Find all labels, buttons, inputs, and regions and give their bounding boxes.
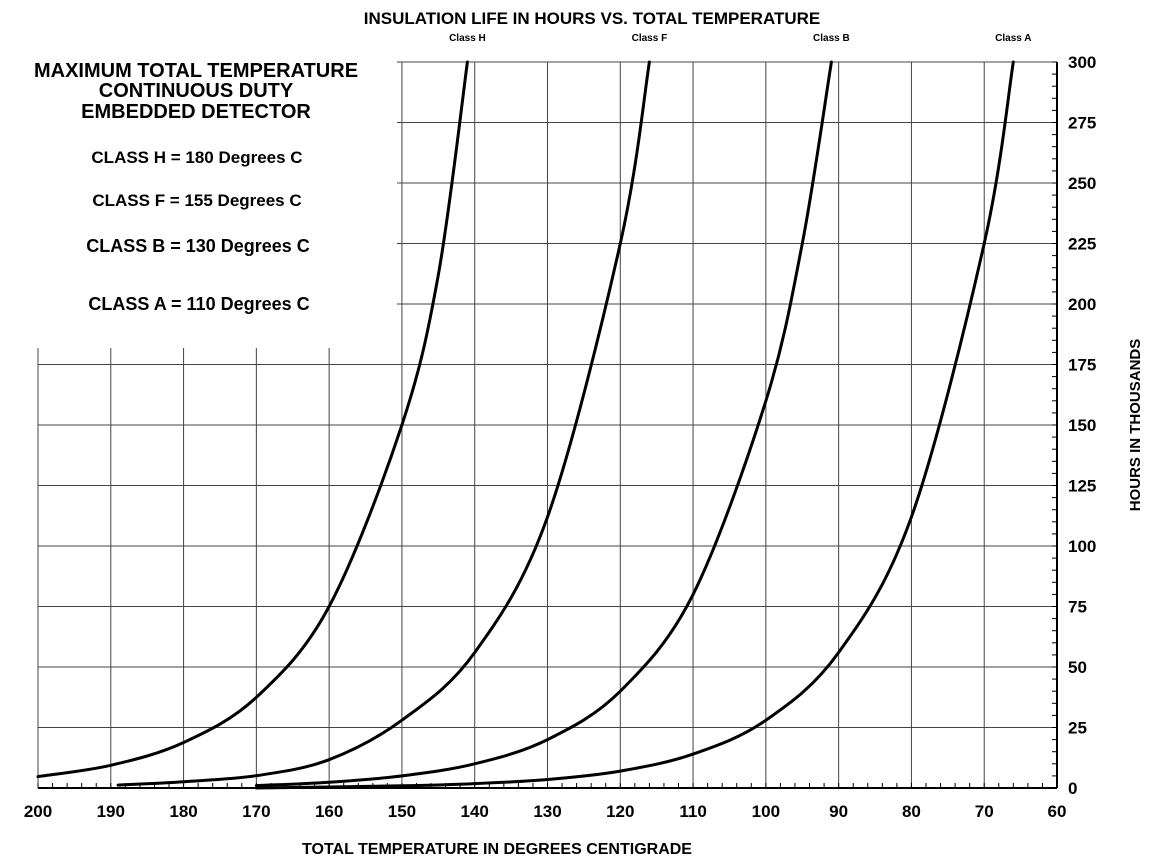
series-line	[36, 60, 469, 779]
y-tick-label: 250	[1068, 174, 1096, 193]
y-tick-label: 175	[1068, 356, 1096, 375]
x-tick-label: 60	[1048, 802, 1067, 821]
legend-heading-line-1: MAXIMUM TOTAL TEMPERATURE	[34, 60, 358, 82]
y-tick-label: 50	[1068, 658, 1087, 677]
series-labels: Class H Class F Class B Class A	[449, 33, 1031, 44]
x-tick-label: 180	[169, 802, 197, 821]
x-tick-label: 150	[388, 802, 416, 821]
legend-heading-line-2: CONTINUOUS DUTY	[99, 80, 294, 102]
y-tick-label: 0	[1068, 779, 1077, 798]
x-axis-label: TOTAL TEMPERATURE IN DEGREES CENTIGRADE	[302, 841, 692, 858]
legend-item-class-b: CLASS B = 130 Degrees C	[86, 236, 310, 256]
x-tick-label: 160	[315, 802, 343, 821]
y-tick-labels: 0 25 50 75 100 125 150 175 200 225 250 275 300	[1068, 53, 1096, 798]
chart-title: INSULATION LIFE IN HOURS VS. TOTAL TEMPE…	[364, 9, 821, 28]
y-tick-label: 100	[1068, 537, 1096, 556]
y-tick-label: 300	[1068, 53, 1096, 72]
x-tick-labels: 200 190 180 170 160 150 140 130 120 110 100 90 80 70 6…	[24, 802, 1067, 821]
series-label: Class A	[995, 33, 1031, 44]
series-line	[116, 60, 651, 787]
x-tick-label: 130	[533, 802, 561, 821]
y-tick-label: 150	[1068, 416, 1096, 435]
y-tick-label: 275	[1068, 114, 1096, 133]
x-tick-label: 110	[679, 802, 706, 821]
y-axis-label: HOURS IN THOUSANDS	[1127, 339, 1144, 512]
y-tick-label: 25	[1068, 719, 1087, 738]
tick-marks	[37, 61, 1058, 789]
legend-item-class-f: CLASS F = 155 Degrees C	[92, 191, 301, 210]
legend-note: MAXIMUM TOTAL TEMPERATURE CONTINUOUS DUT…	[34, 60, 358, 314]
x-tick-label: 100	[752, 802, 780, 821]
legend-item-class-h: CLASS H = 180 Degrees C	[91, 148, 302, 167]
x-tick-label: 70	[975, 802, 994, 821]
x-tick-label: 140	[461, 802, 489, 821]
legend-heading-line-3: EMBEDDED DETECTOR	[81, 101, 311, 123]
curves	[36, 60, 1015, 790]
x-tick-label: 190	[97, 802, 125, 821]
grid	[37, 61, 1058, 789]
y-tick-label: 225	[1068, 235, 1096, 254]
x-tick-label: 200	[24, 802, 52, 821]
x-tick-label: 120	[606, 802, 634, 821]
series-line	[254, 60, 833, 788]
legend-item-class-a: CLASS A = 110 Degrees C	[88, 294, 309, 314]
x-tick-label: 80	[902, 802, 921, 821]
y-tick-label: 125	[1068, 477, 1096, 496]
series-label: Class H	[449, 33, 486, 44]
series-line	[254, 60, 1015, 790]
y-tick-label: 75	[1068, 598, 1087, 617]
series-label: Class B	[813, 33, 850, 44]
series-label: Class F	[632, 33, 668, 44]
x-tick-label: 90	[829, 802, 848, 821]
x-tick-label: 170	[242, 802, 270, 821]
legend-note-background	[2, 52, 397, 348]
y-tick-label: 200	[1068, 295, 1096, 314]
